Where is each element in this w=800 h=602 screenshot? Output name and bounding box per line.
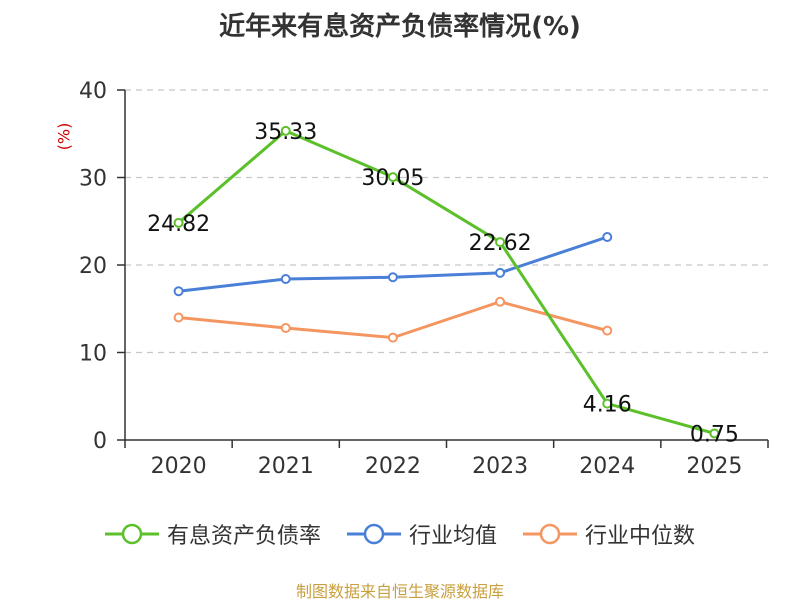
data-labels: 24.82 35.33 30.05 22.62 4.16 0.75	[147, 120, 739, 448]
legend-label: 行业均值	[408, 524, 497, 549]
legend-item-industry-mean[interactable]: 行业均值	[346, 518, 497, 550]
data-point	[495, 267, 506, 278]
legend-label: 行业中位数	[585, 524, 696, 549]
data-label: 30.05	[361, 166, 424, 191]
series-line	[178, 235, 608, 293]
data-point	[387, 172, 398, 183]
x-tick-label: 2025	[686, 454, 742, 479]
data-point	[173, 312, 184, 323]
x-tick-label: 2022	[365, 454, 421, 479]
x-tick-label: 2021	[258, 454, 314, 479]
data-point	[387, 332, 398, 343]
data-point	[387, 272, 398, 283]
y-tick-label: 30	[79, 167, 107, 192]
data-point	[709, 428, 720, 439]
data-point	[280, 274, 291, 284]
y-tick-label: 0	[93, 429, 107, 454]
data-point	[173, 286, 184, 297]
legend-item-industry-median[interactable]: 行业中位数	[523, 518, 695, 550]
data-label: 35.33	[254, 120, 317, 145]
grid-lines	[125, 89, 768, 354]
data-point	[602, 398, 613, 409]
series-line	[177, 129, 715, 435]
data-point	[602, 232, 613, 242]
legend-marker-icon	[104, 523, 159, 545]
data-point	[280, 323, 291, 333]
chart-title: 近年来有息资产负债率情况(%)	[219, 12, 581, 42]
data-point	[173, 217, 184, 228]
data-label: 22.62	[469, 231, 532, 256]
legend: 有息资产负债率 行业均值 行业中位数	[0, 518, 800, 550]
y-tick-label: 40	[79, 79, 107, 104]
data-label: 24.82	[147, 212, 210, 237]
y-tick-label: 10	[79, 342, 107, 367]
data-point	[495, 237, 506, 248]
data-point	[602, 325, 613, 336]
x-tick-label: 2020	[151, 454, 207, 479]
x-tick-label: 2023	[472, 454, 528, 479]
data-label: 4.16	[583, 393, 632, 418]
legend-label: 有息资产负债率	[166, 524, 321, 549]
legend-item-debt-ratio[interactable]: 有息资产负债率	[104, 518, 321, 550]
data-label: 0.75	[690, 422, 739, 447]
axes: 0 10 20 30 40 2020 2021 2022 2023 2024 2025	[79, 79, 769, 479]
series-group	[173, 125, 720, 439]
data-point	[280, 125, 291, 136]
y-tick-label: 20	[79, 254, 107, 279]
legend-marker-icon	[523, 523, 577, 545]
x-tick-label: 2024	[579, 454, 635, 479]
source-note: 制图数据来自恒生聚源数据库	[295, 582, 504, 601]
data-point	[495, 296, 506, 307]
legend-marker-icon	[346, 523, 401, 545]
